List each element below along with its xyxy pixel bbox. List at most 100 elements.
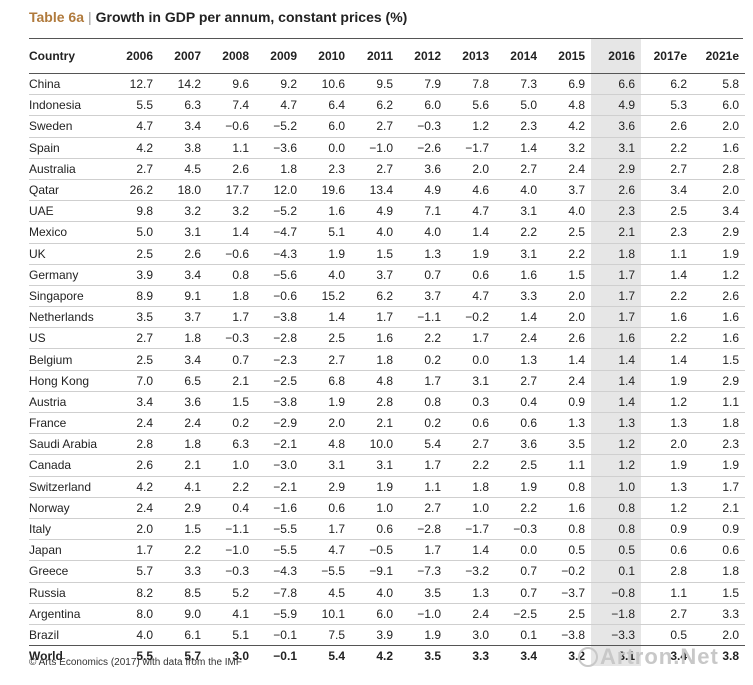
value-cell: −3.8 bbox=[561, 627, 585, 642]
value-cell: 1.3 bbox=[591, 412, 641, 434]
value-cell: 0.9 bbox=[670, 522, 687, 537]
table-row: UK 2.5 2.6 −0.6 −4.3 1.9 1.5 1.3 1.9 3.1 2.2 1.8 1.1… bbox=[29, 243, 745, 265]
value-cell: 4.2 bbox=[136, 140, 153, 155]
value-cell: 3.6 bbox=[184, 394, 201, 409]
value-cell: 1.6 bbox=[568, 500, 585, 515]
value-cell: −2.5 bbox=[513, 606, 537, 621]
value-cell: 1.8 bbox=[472, 479, 489, 494]
value-cell: 1.2 bbox=[670, 394, 687, 409]
value-cell: 3.1 bbox=[520, 204, 537, 219]
value-cell: 4.9 bbox=[424, 183, 441, 198]
value-cell: 2.5 bbox=[568, 225, 585, 240]
value-cell: 1.5 bbox=[568, 267, 585, 282]
table-row: Indonesia 5.5 6.3 7.4 4.7 6.4 6.2 6.0 5.6 5.0 4.8 4… bbox=[29, 94, 745, 116]
value-cell: 1.7 bbox=[591, 306, 641, 328]
country-cell: Indonesia bbox=[29, 98, 82, 113]
value-cell: 0.9 bbox=[722, 522, 739, 537]
table-row: Spain 4.2 3.8 1.1 −3.6 0.0 −1.0 −2.6 −1.7 1.4 3.2 3… bbox=[29, 137, 745, 159]
column-header-year: 2014 bbox=[510, 49, 537, 63]
table-row: Sweden 4.7 3.4 −0.6 −5.2 6.0 2.7 −0.3 1.2 2.3 4.2 3… bbox=[29, 115, 745, 138]
column-header-year: 2013 bbox=[462, 49, 489, 63]
value-cell: −1.1 bbox=[417, 310, 441, 325]
value-cell: 4.0 bbox=[136, 627, 153, 642]
country-cell: Canada bbox=[29, 458, 72, 473]
value-cell: 2.4 bbox=[136, 500, 153, 515]
value-cell: 2.0 bbox=[472, 161, 489, 176]
value-cell: 4.7 bbox=[280, 98, 297, 113]
value-cell: 3.6 bbox=[591, 115, 641, 138]
value-cell: 3.1 bbox=[520, 246, 537, 261]
value-cell: 9.5 bbox=[376, 77, 393, 92]
value-cell: −5.2 bbox=[273, 204, 297, 219]
value-cell: 1.5 bbox=[376, 246, 393, 261]
value-cell: 0.8 bbox=[568, 479, 585, 494]
value-cell: 2.7 bbox=[520, 373, 537, 388]
table-row: Qatar 26.2 18.0 17.7 12.0 19.6 13.4 4.9 4.6 4.0 3.… bbox=[29, 179, 745, 201]
table-row: China 12.7 14.2 9.6 9.2 10.6 9.5 7.9 7.8 7.3 6.9 6.… bbox=[29, 73, 745, 95]
value-cell: 2.4 bbox=[568, 373, 585, 388]
column-header-year: 2009 bbox=[270, 49, 297, 63]
value-cell: −2.6 bbox=[417, 140, 441, 155]
value-cell: 4.7 bbox=[472, 288, 489, 303]
value-cell: −2.3 bbox=[273, 352, 297, 367]
value-cell: 3.3 bbox=[447, 645, 495, 667]
value-cell: 1.7 bbox=[136, 543, 153, 558]
value-cell: 3.1 bbox=[184, 225, 201, 240]
value-cell: 6.0 bbox=[328, 119, 345, 134]
value-cell: −0.3 bbox=[417, 119, 441, 134]
value-cell: 2.0 bbox=[722, 183, 739, 198]
country-cell: Hong Kong bbox=[29, 373, 90, 388]
value-cell: 2.2 bbox=[568, 246, 585, 261]
value-cell: 1.9 bbox=[670, 458, 687, 473]
value-cell: 14.2 bbox=[177, 77, 201, 92]
table-row: Norway 2.4 2.9 0.4 −1.6 0.6 1.0 2.7 1.0 2.2 1.6 0.8… bbox=[29, 497, 745, 519]
value-cell: 0.6 bbox=[328, 500, 345, 515]
value-cell: 0.7 bbox=[232, 352, 249, 367]
value-cell: 1.8 bbox=[722, 564, 739, 579]
table-row: Saudi Arabia 2.8 1.8 6.3 −2.1 4.8 10.0 5.4 2.7 3.… bbox=[29, 433, 745, 455]
country-cell: US bbox=[29, 331, 46, 346]
value-cell: 4.1 bbox=[232, 606, 249, 621]
value-cell: 3.7 bbox=[376, 267, 393, 282]
watermark: Artron.Net bbox=[600, 644, 719, 669]
value-cell: 0.7 bbox=[520, 585, 537, 600]
value-cell: 4.0 bbox=[520, 183, 537, 198]
value-cell: 6.8 bbox=[328, 373, 345, 388]
value-cell: 9.6 bbox=[232, 77, 249, 92]
value-cell: 1.9 bbox=[722, 246, 739, 261]
value-cell: 0.7 bbox=[520, 564, 537, 579]
value-cell: 2.7 bbox=[472, 437, 489, 452]
table-caption: Growth in GDP per annum, constant prices… bbox=[95, 9, 408, 25]
value-cell: 1.7 bbox=[376, 310, 393, 325]
value-cell: −0.8 bbox=[591, 582, 641, 604]
value-cell: −0.2 bbox=[561, 564, 585, 579]
value-cell: 0.9 bbox=[568, 394, 585, 409]
value-cell: 2.6 bbox=[136, 458, 153, 473]
value-cell: 1.6 bbox=[328, 204, 345, 219]
value-cell: 2.7 bbox=[376, 119, 393, 134]
value-cell: 2.2 bbox=[670, 331, 687, 346]
country-cell: Russia bbox=[29, 585, 66, 600]
value-cell: −3.0 bbox=[273, 458, 297, 473]
country-cell: Germany bbox=[29, 267, 79, 282]
country-cell: Brazil bbox=[29, 627, 60, 642]
value-cell: 5.2 bbox=[232, 585, 249, 600]
value-cell: 0.7 bbox=[424, 267, 441, 282]
value-cell: 2.5 bbox=[136, 246, 153, 261]
value-cell: 1.4 bbox=[670, 267, 687, 282]
value-cell: 3.8 bbox=[693, 645, 745, 667]
value-cell: −7.3 bbox=[417, 564, 441, 579]
value-cell: 6.2 bbox=[376, 288, 393, 303]
value-cell: 1.9 bbox=[328, 394, 345, 409]
value-cell: 0.8 bbox=[591, 497, 641, 519]
value-cell: 0.8 bbox=[424, 394, 441, 409]
value-cell: 3.2 bbox=[184, 204, 201, 219]
value-cell: 3.4 bbox=[184, 119, 201, 134]
value-cell: 4.1 bbox=[184, 479, 201, 494]
value-cell: 2.6 bbox=[568, 331, 585, 346]
column-header-year: 2011 bbox=[366, 49, 393, 63]
value-cell: 3.7 bbox=[184, 310, 201, 325]
value-cell: −3.7 bbox=[561, 585, 585, 600]
country-cell: Netherlands bbox=[29, 310, 94, 325]
value-cell: 3.4 bbox=[184, 352, 201, 367]
